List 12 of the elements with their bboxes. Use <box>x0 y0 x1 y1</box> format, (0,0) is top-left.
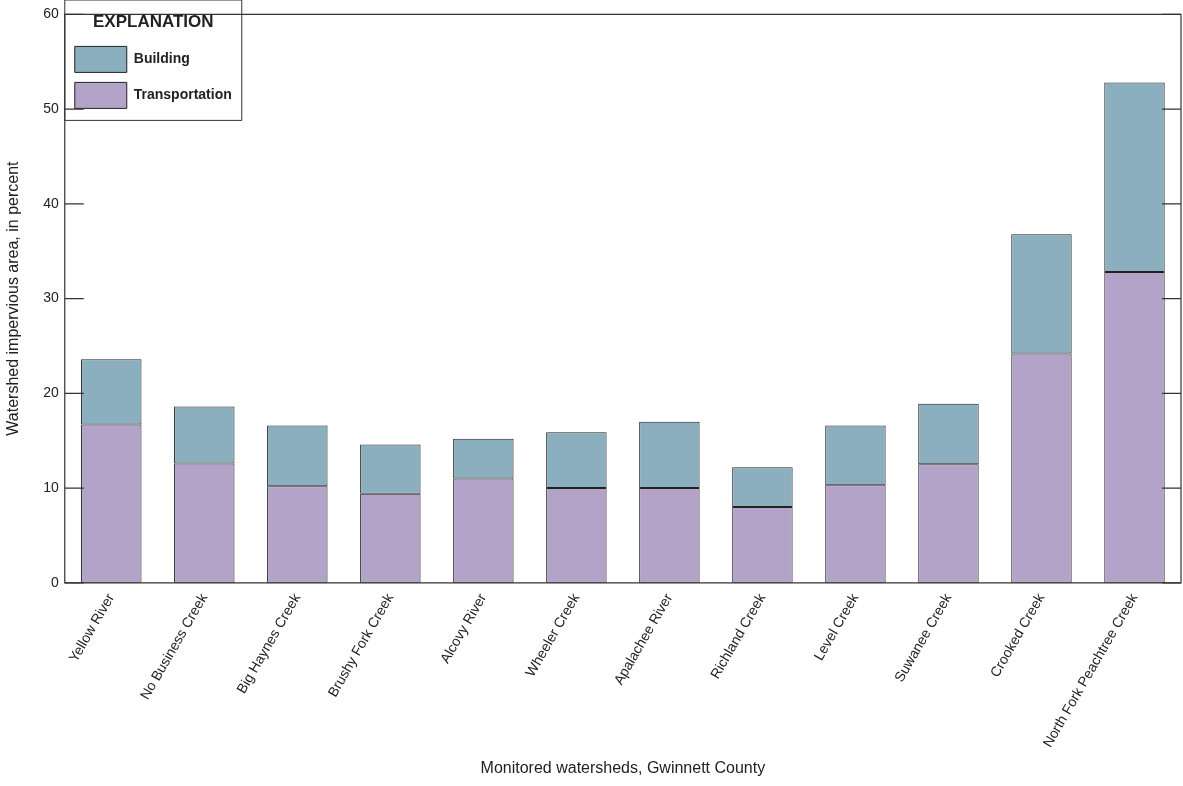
legend-title: EXPLANATION <box>92 12 214 32</box>
y-tick-label: 20 <box>43 384 59 401</box>
y-tick-label: 10 <box>43 478 59 495</box>
y-tick-label: 30 <box>43 289 59 306</box>
y-tick-label: 60 <box>43 5 59 22</box>
y-tick-label: 40 <box>43 194 59 211</box>
legend-label: Transportation <box>133 86 232 103</box>
y-axis-title: Watershed impervious area, in percent <box>4 160 22 436</box>
legend-label: Building <box>133 50 190 67</box>
y-tick-label: 50 <box>43 99 59 116</box>
x-axis-title: Monitored watersheds, Gwinnett County <box>480 758 766 776</box>
y-tick-label: 0 <box>50 573 59 590</box>
